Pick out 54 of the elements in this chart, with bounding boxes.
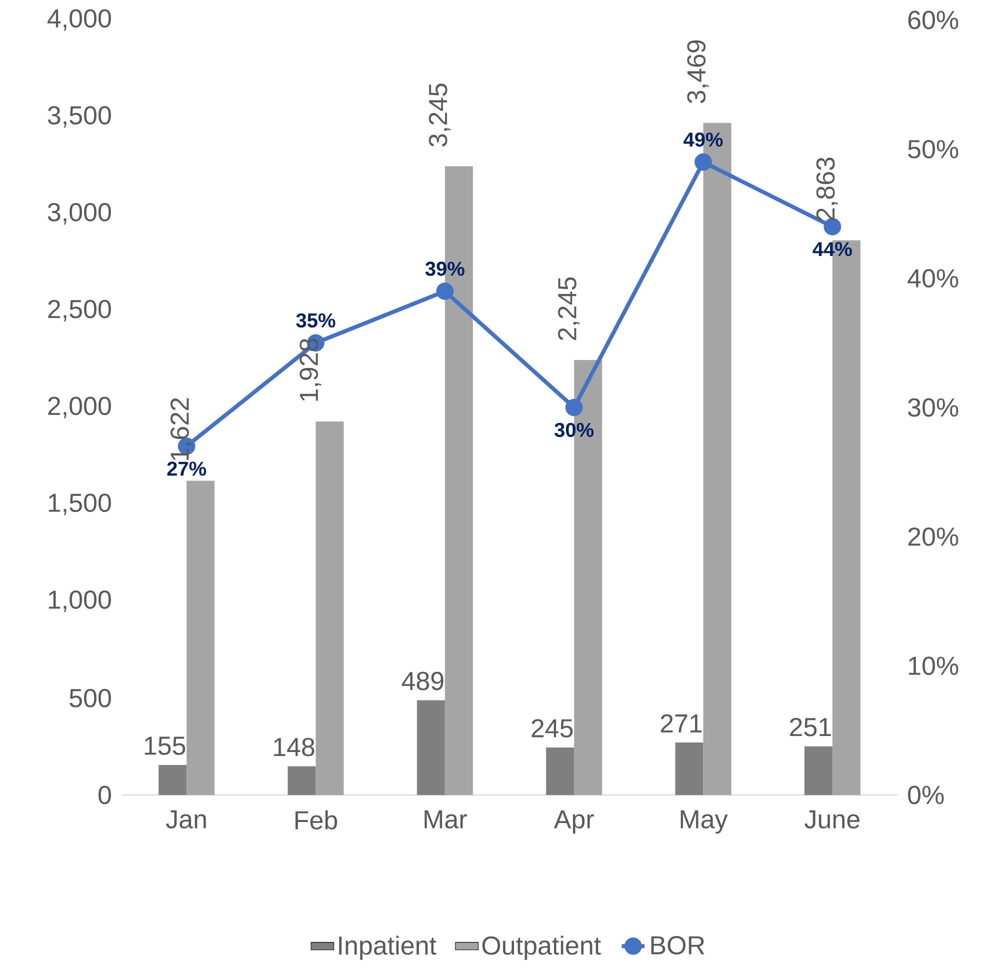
data-label: 3,469	[687, 40, 709, 104]
y-tick-label: 500	[70, 688, 111, 708]
point	[565, 398, 583, 416]
y-tick-label: 3,500	[48, 106, 111, 128]
y-tick-label: 1,000	[48, 590, 111, 612]
x-tick-label: May	[680, 810, 728, 834]
bar	[416, 700, 445, 795]
bar	[186, 480, 215, 795]
data-label: 489	[402, 672, 444, 690]
data-label: 1,622	[170, 398, 192, 460]
data-label: 35%	[296, 313, 336, 328]
data-label: 1,928	[300, 338, 322, 401]
legend-label: BOR	[651, 936, 704, 954]
data-label: 27%	[167, 462, 206, 476]
y2-tick-label: 60%	[908, 10, 958, 30]
x-tick-label: Mar	[424, 810, 467, 828]
data-label: 251	[790, 718, 831, 736]
data-label: 2,245	[558, 277, 580, 340]
y2-tick-label: 30%	[908, 398, 958, 417]
y-tick-label: 0	[98, 786, 111, 804]
data-label: 2,863	[816, 158, 838, 220]
y-tick-label: 4,000	[48, 9, 111, 31]
y2-tick-label: 40%	[908, 269, 958, 288]
bar	[804, 746, 832, 795]
y-tick-label: 2,000	[48, 396, 111, 418]
data-label: 49%	[684, 132, 723, 147]
bar	[288, 766, 316, 795]
x-tick-label: Feb	[295, 810, 338, 830]
data-label: 148	[274, 738, 314, 756]
point	[436, 282, 454, 300]
data-label: 30%	[554, 422, 594, 438]
x-tick-label: Apr	[554, 810, 594, 834]
y-tick-label: 2,500	[48, 300, 111, 322]
data-label: 44%	[812, 242, 852, 256]
data-label: 39%	[425, 262, 464, 276]
data-label: 245	[532, 719, 573, 738]
y-tick-label: 1,500	[48, 494, 111, 516]
data-label: 271	[660, 714, 702, 732]
y2-tick-label: 0%	[908, 786, 944, 804]
bar	[158, 764, 187, 795]
y2-tick-label: 20%	[908, 527, 958, 546]
bar	[675, 742, 704, 795]
legend-label: Outpatient	[482, 936, 601, 960]
x-tick-label: June	[804, 810, 860, 828]
bar	[316, 421, 344, 795]
data-label: 155	[144, 736, 186, 755]
bar	[546, 748, 574, 795]
legend-label: Inpatient	[339, 936, 436, 960]
data-label: 3,245	[428, 84, 450, 147]
y2-tick-label: 50%	[908, 140, 958, 158]
point	[694, 153, 712, 171]
x-tick-label: Jan	[166, 810, 206, 828]
y-tick-label: 3,000	[48, 203, 111, 224]
y2-tick-label: 10%	[909, 656, 958, 676]
